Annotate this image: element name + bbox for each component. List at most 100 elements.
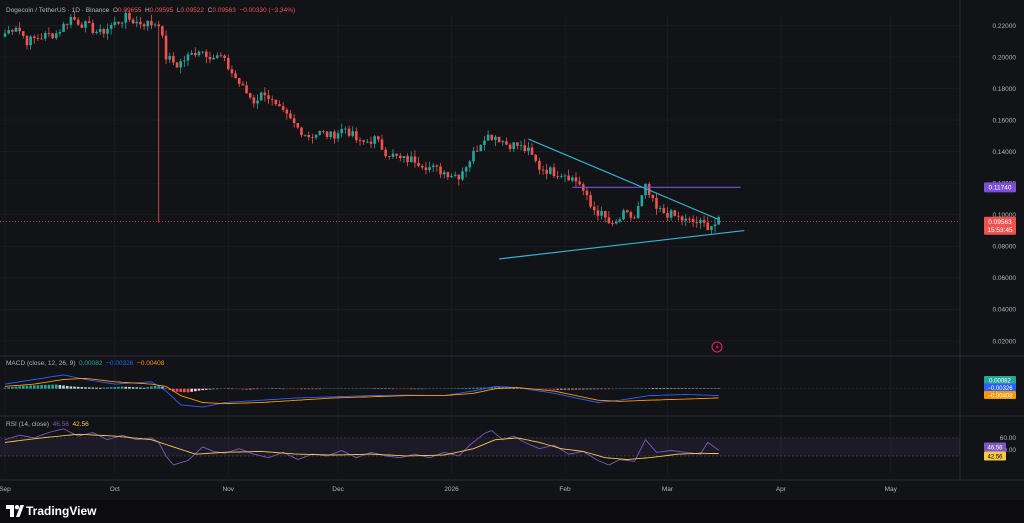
- macd-histogram-bar: [109, 387, 113, 389]
- rsi-label: RSI (14, close): [6, 421, 49, 428]
- candle-body: [534, 154, 537, 161]
- candle-body: [285, 109, 289, 114]
- candle-body: [241, 83, 245, 86]
- candle-body: [636, 206, 640, 218]
- candle-body: [706, 222, 710, 231]
- macd-histogram-bar: [153, 385, 157, 389]
- macd-histogram-bar: [179, 388, 182, 392]
- candle-body: [691, 218, 695, 223]
- candle-body: [669, 210, 673, 218]
- chart-svg[interactable]: 0.220000.200000.180000.160000.140000.120…: [0, 0, 1024, 500]
- price-tick-label: 0.14000: [993, 149, 1017, 156]
- candle-body: [131, 19, 135, 24]
- candle-body: [578, 181, 581, 185]
- macd-histogram-bar: [18, 386, 21, 389]
- candle-body: [84, 21, 87, 28]
- macd-histogram-bar: [168, 388, 171, 390]
- candle-body: [69, 17, 73, 25]
- low-label: L: [176, 7, 181, 14]
- interval[interactable]: 1D: [71, 7, 80, 14]
- candle-body: [47, 33, 51, 34]
- macd-histogram-bar: [186, 388, 190, 393]
- macd-histogram-bar: [468, 387, 472, 389]
- macd-histogram-bar: [102, 387, 106, 389]
- macd-histogram-bar: [248, 388, 252, 390]
- candle-body: [384, 149, 387, 157]
- candle-body: [450, 175, 453, 178]
- candle-body: [453, 174, 457, 176]
- candle-body: [366, 141, 369, 143]
- current-price-badge: [984, 216, 1016, 235]
- macd-histogram-bar: [80, 387, 84, 389]
- candle-body: [563, 175, 567, 177]
- chart-area[interactable]: 0.220000.200000.180000.160000.140000.120…: [0, 0, 1024, 500]
- candle-body: [512, 142, 516, 149]
- candle-body: [347, 128, 351, 136]
- candle-body: [73, 17, 76, 20]
- tradingview-logo-icon[interactable]: [6, 505, 24, 517]
- candle-body: [680, 216, 684, 221]
- candle-body: [574, 177, 578, 182]
- candle-body: [468, 161, 472, 168]
- rsi-value-badge-text: 42.56: [987, 454, 1003, 460]
- symbol-name[interactable]: Dogecoin / TetherUS: [6, 7, 66, 14]
- candle-body: [157, 24, 161, 27]
- candle-body: [662, 208, 666, 213]
- candle-body: [614, 221, 618, 224]
- candle-body: [40, 38, 43, 40]
- macd-histogram-bar: [563, 388, 567, 390]
- time-tick-label: Apr: [776, 486, 787, 493]
- candle-body: [406, 156, 409, 163]
- candle-body: [424, 167, 428, 170]
- candle-body: [311, 137, 314, 139]
- macd-histogram-bar: [647, 388, 651, 389]
- candle-body: [625, 210, 629, 213]
- rsi-value-badge-text: 46.56: [987, 445, 1003, 451]
- macd-histogram-bar: [194, 388, 197, 392]
- candle-body: [150, 20, 153, 26]
- level-price-badge: [984, 182, 1016, 193]
- candle-body: [344, 128, 347, 130]
- macd-histogram-bar: [146, 387, 150, 389]
- exchange: Binance: [85, 7, 110, 14]
- candle-body: [600, 210, 603, 216]
- candle-body: [644, 184, 647, 196]
- time-tick-label: Mar: [662, 486, 674, 493]
- candle-body: [461, 171, 464, 180]
- candle-body: [80, 24, 84, 28]
- macd-histogram-bar: [51, 384, 54, 389]
- candle-body: [194, 52, 197, 56]
- candle-body: [475, 150, 479, 152]
- candle-body: [259, 92, 263, 101]
- macd-histogram-bar: [142, 387, 146, 389]
- candle-body: [428, 167, 431, 170]
- current-price-text: 0.09563: [988, 219, 1012, 226]
- candle-body: [248, 93, 252, 98]
- macd-histogram-bar: [483, 387, 486, 389]
- candle-body: [7, 30, 10, 34]
- brand-name[interactable]: TradingView: [26, 504, 97, 518]
- candle-body: [380, 139, 384, 150]
- macd-legend[interactable]: MACD (close, 12, 26, 9) 0.00082 −0.00326…: [6, 360, 164, 367]
- candle-body: [205, 51, 208, 57]
- candle-body: [508, 144, 512, 149]
- macd-histogram-bar: [475, 387, 479, 389]
- candle-body: [567, 175, 570, 181]
- macd-histogram-bar: [208, 388, 212, 390]
- macd-histogram-bar: [58, 385, 62, 389]
- rsi-legend[interactable]: RSI (14, close) 46.56 42.56: [6, 421, 89, 428]
- macd-histogram-bar: [95, 387, 98, 389]
- candle-body: [11, 30, 14, 32]
- candle-body: [398, 155, 402, 159]
- candle-body: [464, 167, 468, 172]
- macd-line-value: −0.00326: [106, 360, 134, 367]
- candle-body: [234, 73, 237, 79]
- macd-signal-line: [4, 377, 719, 405]
- price-tick-label: 0.20000: [993, 54, 1017, 61]
- rsi-value-badge: [984, 451, 1006, 461]
- macd-histogram-bar: [106, 387, 109, 389]
- macd-histogram-bar: [197, 388, 201, 391]
- open-label: O: [112, 7, 118, 14]
- candle-body: [274, 99, 278, 105]
- macd-histogram-bar: [47, 384, 51, 389]
